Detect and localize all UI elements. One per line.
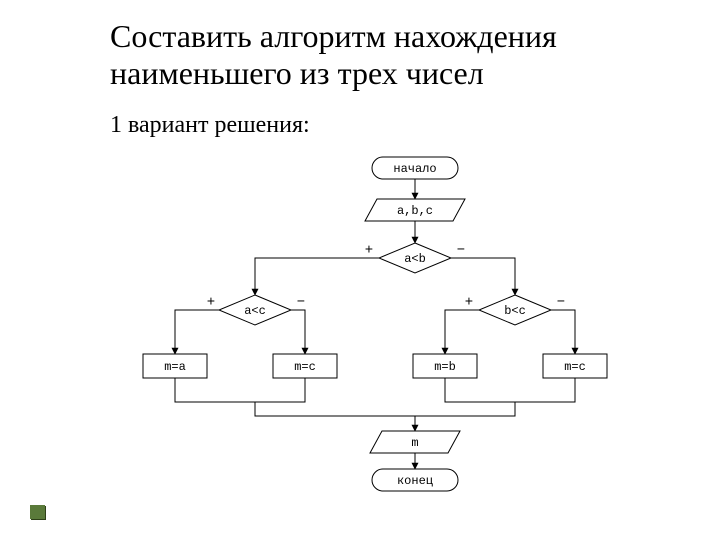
svg-text:a<c: a<c [244, 304, 266, 318]
svg-text:−: − [297, 295, 305, 311]
svg-text:+: + [207, 295, 215, 311]
svg-text:начало: начало [393, 162, 436, 176]
svg-text:+: + [465, 295, 473, 311]
slide-title: Составить алгоритм нахождения наименьшег… [110, 18, 670, 92]
svg-text:m: m [411, 436, 418, 450]
svg-text:a,b,c: a,b,c [397, 204, 433, 218]
svg-text:−: − [557, 295, 565, 311]
flowchart-svg: + − + − + − начало a,b,c a<b a<c b<c m=a m=c m=b m=c m к… [115, 150, 635, 510]
svg-text:b<c: b<c [504, 304, 526, 318]
slide-subtitle: 1 вариант решения: [110, 112, 310, 139]
flowchart-diagram: + − + − + − начало a,b,c a<b a<c b<c m=a m=c m=b m=c m к… [115, 150, 635, 510]
svg-text:m=c: m=c [294, 360, 316, 374]
svg-text:m=c: m=c [564, 360, 586, 374]
svg-text:−: − [457, 243, 465, 259]
svg-text:+: + [365, 243, 373, 259]
accent-square-icon [30, 505, 45, 519]
svg-text:m=a: m=a [164, 360, 186, 374]
svg-text:конец: конец [397, 474, 433, 488]
svg-text:a<b: a<b [404, 252, 426, 266]
svg-text:m=b: m=b [434, 360, 456, 374]
